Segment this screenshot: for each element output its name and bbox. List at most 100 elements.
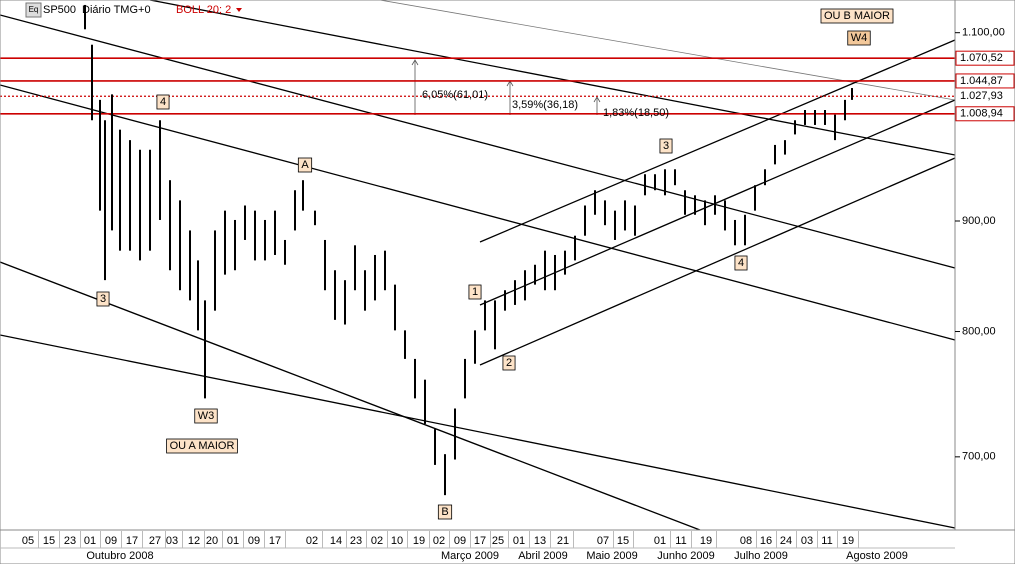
- y-tick-label: 1.100,00: [962, 27, 1005, 39]
- x-tick-label: 05: [22, 535, 34, 547]
- x-tick-label: 17: [269, 535, 281, 547]
- annotation-label: OU A MAIOR: [170, 440, 235, 452]
- x-tick-label: 09: [454, 535, 466, 547]
- x-tick-label: 24: [780, 535, 792, 547]
- annotation: 3,59%(36,18): [512, 99, 578, 111]
- level-label: 1.027,93: [960, 90, 1003, 102]
- month-label: Julho 2009: [734, 550, 788, 562]
- x-axis-panel: [0, 529, 1015, 564]
- x-tick-label: 23: [64, 535, 76, 547]
- x-tick-label: 21: [557, 535, 569, 547]
- x-tick-label: 15: [43, 535, 55, 547]
- annotation-box: [734, 255, 748, 271]
- annotation-box: [96, 291, 110, 307]
- x-tick-label: 07: [597, 535, 609, 547]
- annotation: 3: [96, 291, 110, 307]
- annotation: OU A MAIOR: [166, 438, 238, 454]
- x-tick-label: 12: [188, 535, 200, 547]
- period: Diário TMG+0: [82, 4, 151, 16]
- annotation: W3: [194, 408, 218, 424]
- month-label: Março 2009: [441, 550, 499, 562]
- month-label: Abril 2009: [518, 550, 568, 562]
- x-tick-label: 02: [433, 535, 445, 547]
- x-tick-label: 27: [149, 535, 161, 547]
- trend-line: [0, 261, 701, 531]
- annotation-label: 4: [738, 257, 744, 269]
- trend-line: [149, 0, 956, 156]
- trend-line: [0, 334, 956, 529]
- x-tick-label: 20: [206, 535, 218, 547]
- annotation: A: [297, 157, 313, 173]
- x-tick-label: 14: [330, 535, 342, 547]
- annotation-label: 3,59%(36,18): [512, 99, 578, 111]
- x-tick-label: 08: [740, 535, 752, 547]
- annotation: 1: [468, 284, 482, 300]
- x-tick-label: 01: [84, 535, 96, 547]
- annotation-label: 3: [100, 293, 106, 305]
- x-tick-label: 01: [654, 535, 666, 547]
- month-label: Maio 2009: [586, 550, 637, 562]
- x-tick-label: 02: [371, 535, 383, 547]
- x-tick-label: 02: [306, 535, 318, 547]
- annotation-box: [156, 94, 170, 110]
- x-tick-label: 17: [126, 535, 138, 547]
- annotation-label: OU B MAIOR: [824, 10, 890, 22]
- arrow-head: [593, 96, 601, 103]
- annotation-label: 4: [160, 96, 166, 108]
- month-label: Agosto 2009: [846, 550, 908, 562]
- level-label: 1.008,94: [960, 108, 1003, 120]
- annotation-box: [820, 8, 894, 24]
- annotation-box: [194, 408, 218, 424]
- x-tick-label: 19: [413, 535, 425, 547]
- plot: 3 4 A W3 OU A MAIOR B 1 2 3 4 W4 OU B MAIOR 6,05%(61…: [0, 4, 955, 520]
- level-box: [955, 50, 1015, 66]
- annotation-box: [659, 138, 673, 154]
- annotation-label: 1,83%(18,50): [603, 107, 669, 119]
- annotation-box: [166, 438, 238, 454]
- x-tick-label: 25: [492, 535, 504, 547]
- x-tick-label: 19: [700, 535, 712, 547]
- annotation: 4: [734, 255, 748, 271]
- x-tick-label: 01: [513, 535, 525, 547]
- x-tick-label: 09: [248, 535, 260, 547]
- annotation-label: 2: [506, 357, 512, 369]
- annotation-label: 6,05%(61,01): [422, 89, 488, 101]
- annotation-label: A: [301, 159, 309, 171]
- icon-label: Eq: [29, 5, 39, 14]
- y-tick-label: 900,00: [962, 215, 996, 227]
- annotation-label: 3: [663, 140, 669, 152]
- indicator: BOLL 20; 2: [176, 4, 231, 16]
- x-tick-label: 23: [350, 535, 362, 547]
- x-tick-label: 01: [227, 535, 239, 547]
- month-label: Outubro 2008: [86, 550, 153, 562]
- x-tick-label: 15: [617, 535, 629, 547]
- x-tick-label: 03: [801, 535, 813, 547]
- measure-arrows: [411, 59, 601, 115]
- x-tick-label: 17: [474, 535, 486, 547]
- symbol: SP500: [43, 4, 76, 16]
- x-tick-label: 09: [105, 535, 117, 547]
- annotation: 4: [156, 94, 170, 110]
- trend-line: [0, 14, 956, 269]
- annotation: W4: [847, 30, 871, 46]
- annotation: B: [437, 504, 453, 520]
- level-box: [955, 73, 1015, 89]
- level-label: 1.070,52: [960, 52, 1003, 64]
- annotation: 2: [502, 355, 516, 371]
- level-box: [955, 88, 1015, 104]
- x-tick-label: 10: [391, 535, 403, 547]
- annotation-box: [437, 504, 453, 520]
- level-box: [955, 106, 1015, 122]
- x-tick-label: 03: [166, 535, 178, 547]
- trend-line: [479, 39, 956, 243]
- annotation-label: W3: [198, 410, 215, 422]
- y-tick-label: 800,00: [962, 325, 996, 337]
- trend-line: [379, 0, 956, 101]
- trend-line: [479, 99, 956, 306]
- dropdown-icon[interactable]: [236, 8, 242, 12]
- x-tick-label: 13: [534, 535, 546, 547]
- x-tick-label: 19: [842, 535, 854, 547]
- header: Eq SP500 Diário TMG+0 BOLL 20; 2: [25, 2, 242, 18]
